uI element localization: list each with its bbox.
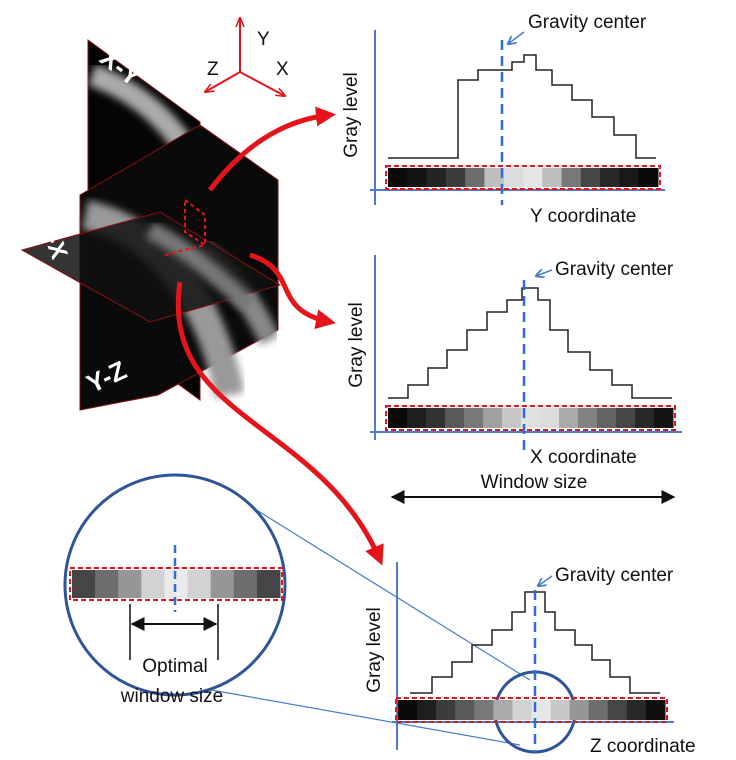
pixel (95, 570, 119, 598)
pixel (502, 408, 522, 428)
pixel (616, 408, 636, 428)
inset-label: Optimal (142, 656, 207, 677)
pixel (597, 408, 617, 428)
pixel (426, 408, 446, 428)
pixel (600, 168, 620, 187)
pixel (436, 700, 456, 720)
pixel (464, 408, 484, 428)
pixel (540, 408, 560, 428)
x-axis-label: Z coordinate (590, 736, 696, 757)
axis-label: Z (207, 59, 219, 80)
pixel (646, 700, 666, 720)
pixel (474, 700, 494, 720)
pixel (589, 700, 609, 720)
pixel (234, 570, 258, 598)
planes: X-Y Z-X Y-Z (22, 40, 280, 410)
pixel (512, 700, 532, 720)
pixel (417, 700, 437, 720)
pixel (257, 570, 281, 598)
pixel (493, 700, 513, 720)
pixel (581, 168, 601, 187)
pixel (504, 168, 524, 187)
x-axis-label: Y coordinate (530, 206, 636, 227)
center-arrow (536, 270, 552, 276)
pixel (635, 408, 655, 428)
pixel (445, 408, 465, 428)
pixel (619, 168, 639, 187)
pixel (407, 408, 427, 428)
pixel (407, 168, 427, 187)
pixel (427, 168, 447, 187)
y-axis-label: Gray level (364, 607, 385, 693)
pixel (578, 408, 598, 428)
figure: X-Y Z-X Y-Z Y Z X Window size Optimal wi… (0, 0, 736, 760)
pixel (141, 570, 165, 598)
pixel (551, 700, 571, 720)
y-axis-label: Gray level (341, 72, 362, 158)
y-axis-label: Gray level (346, 302, 367, 388)
profile (388, 288, 672, 398)
axes-icon (205, 18, 285, 96)
pixel (446, 168, 466, 187)
pixel (483, 408, 503, 428)
pixel (654, 408, 674, 428)
center-arrow (508, 32, 524, 44)
pixel (639, 168, 659, 187)
gravity-label: Gravity center (528, 12, 647, 33)
pixel (570, 700, 590, 720)
window-label: Window size (481, 472, 588, 493)
pixel (627, 700, 647, 720)
pixel (388, 168, 408, 187)
inset-label: window size (120, 686, 223, 707)
x-axis-label: X coordinate (530, 447, 637, 468)
gravity-label: Gravity center (555, 259, 674, 280)
pixel (455, 700, 475, 720)
pixel (388, 408, 408, 428)
pixel (542, 168, 562, 187)
axis-label: X (276, 59, 289, 80)
pixel (608, 700, 628, 720)
pixel (211, 570, 235, 598)
center-arrow (538, 576, 552, 586)
pixel (188, 570, 212, 598)
pixel (523, 168, 543, 187)
axis-label: Y (257, 29, 270, 50)
pixel (562, 168, 582, 187)
profile (388, 55, 656, 158)
pixel (465, 168, 485, 187)
pixel (118, 570, 142, 598)
pixel (72, 570, 96, 598)
gravity-label: Gravity center (555, 565, 674, 586)
pixel (559, 408, 579, 428)
pixel (398, 700, 418, 720)
